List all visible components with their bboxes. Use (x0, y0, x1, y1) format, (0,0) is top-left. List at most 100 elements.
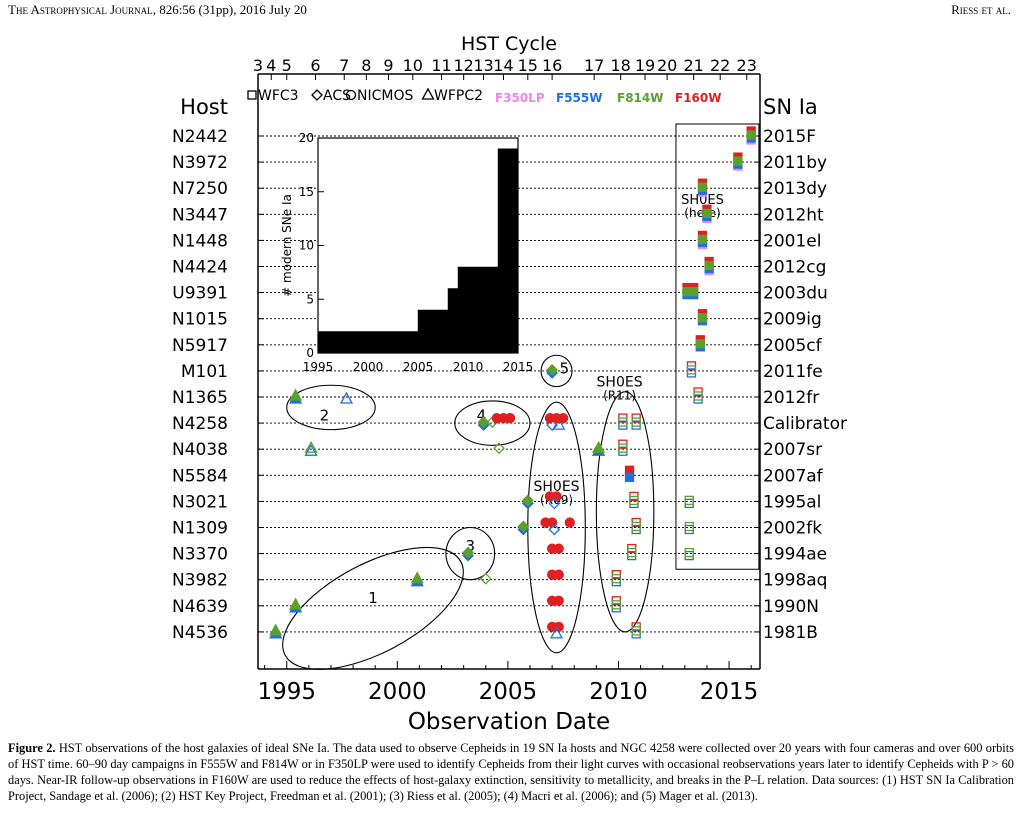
inset-x-tick-label: 2015 (503, 360, 534, 374)
inset-bar (447, 288, 459, 354)
host-label: U9391 (172, 284, 228, 304)
inset-bar (507, 148, 519, 354)
group-label: SH0ES (597, 375, 643, 391)
group-ellipse (282, 546, 464, 670)
legend: WFC3 ACS NICMOS WFPC2 F350LP F555W F814W F160W (247, 87, 721, 105)
sn-label: 2005cf (763, 336, 823, 356)
data-point-nicmos (558, 412, 569, 424)
data-point-wfc3 (702, 208, 712, 218)
legend-filter-label: F160W (675, 91, 721, 105)
data-point-acs (477, 416, 490, 429)
host-label: N4038 (172, 440, 228, 460)
group-ellipse (445, 526, 496, 581)
host-label: M101 (181, 362, 228, 382)
data-point-wfc3 (704, 260, 714, 271)
host-label: N3972 (172, 153, 228, 173)
journal-citation: , 826:56 (31pp), 2016 July 20 (152, 2, 307, 17)
data-point-wfc3 (733, 156, 743, 166)
data-point-wfpc2 (288, 597, 303, 610)
data-point-wfc3 (697, 313, 708, 323)
top-tick-label: 23 (737, 56, 757, 75)
data-point-nicmos (504, 412, 516, 424)
sn-label: 2012fr (763, 388, 819, 408)
data-point-wfc3 (746, 130, 756, 140)
top-tick-label: 17 (584, 56, 604, 75)
data-point-nicmos (345, 89, 357, 101)
sn-label: 1990N (763, 597, 819, 617)
top-tick-label: 3 (253, 56, 263, 75)
top-tick-label: 20 (657, 56, 677, 75)
top-tick-label: 5 (282, 56, 292, 75)
sn-label: 2015F (763, 127, 816, 147)
data-point-wfpc2 (288, 388, 303, 401)
data-point-acs (548, 523, 561, 536)
host-label: N4258 (172, 414, 228, 434)
top-tick-label: 9 (383, 56, 393, 75)
data-point-wfc3 (684, 547, 694, 558)
data-point-wfc3 (689, 286, 699, 297)
sn-label: 2009ig (763, 310, 822, 330)
group-label: 3 (466, 537, 476, 555)
top-tick-label: 8 (361, 56, 371, 75)
sn-label: 2011fe (763, 362, 823, 382)
data-point-acs (517, 520, 530, 533)
data-point-acs (493, 442, 505, 455)
shoes-here-box (675, 123, 760, 570)
host-label: N3447 (172, 205, 228, 225)
data-point-wfpc2 (421, 87, 435, 100)
data-point-wfpc2 (591, 440, 606, 453)
group-ellipse (454, 400, 531, 446)
data-point-wfc3 (611, 574, 621, 584)
host-label: N3982 (172, 571, 228, 591)
inset-chart: 0 5 10 15 20 1995 2000 2005 2010 2015 # modern SNe… (280, 131, 533, 374)
host-label: N4424 (172, 258, 228, 278)
inset-y-axis-title: # modern SNe Ia (280, 194, 294, 297)
top-tick-label: 13 (473, 56, 493, 75)
journal-name: The Astrophysical Journal (8, 2, 153, 17)
data-point-wfc3 (631, 417, 641, 427)
data-point-wfc3 (631, 521, 641, 532)
host-label: N2442 (172, 127, 228, 147)
group-label: 2 (320, 406, 330, 424)
x-tick-label: 2015 (700, 679, 759, 705)
x-tick-label: 2005 (479, 679, 538, 705)
data-point-wfc3 (618, 443, 628, 453)
inset-bar (457, 266, 489, 354)
top-axis-title: HST Cycle (461, 33, 557, 55)
host-label: N3021 (172, 492, 228, 512)
data-point-acs (462, 546, 475, 559)
group-label: 1 (368, 589, 378, 607)
data-point-nicmos (553, 543, 564, 554)
legend-filter-label: F350LP (495, 91, 545, 105)
observations-layer (269, 126, 756, 639)
data-point-wfpc2 (269, 623, 283, 636)
data-point-wfpc2 (304, 440, 318, 453)
data-point-nicmos (553, 569, 564, 580)
sn-label: 2007af (763, 466, 824, 486)
data-point-acs (546, 363, 559, 376)
sn-label: Calibrator (763, 414, 847, 434)
sn-label: 2013dy (763, 179, 827, 199)
data-point-wfc3 (611, 600, 621, 610)
host-label: N3370 (172, 545, 228, 565)
data-point-wfc3 (684, 524, 694, 535)
legend-camera-label: ACS (323, 88, 351, 104)
legend-camera-label: WFC3 (258, 88, 299, 104)
shoes-here-label: SH0ES (681, 193, 724, 208)
top-tick-label: 7 (339, 56, 349, 75)
x-tick-label: 1995 (257, 679, 316, 705)
data-point-nicmos (553, 595, 564, 606)
host-label: N1015 (172, 310, 228, 330)
data-point-wfpc2 (549, 626, 564, 639)
group-ellipse (286, 384, 376, 431)
group-label: 5 (560, 360, 570, 378)
inset-bar (367, 331, 419, 354)
inset-x-tick-label: 2000 (353, 360, 384, 374)
host-label: N4639 (172, 597, 228, 617)
inset-x-tick-label: 2010 (453, 360, 484, 374)
caption-label: Figure 2. (8, 741, 56, 755)
host-label: N5917 (172, 336, 228, 356)
x-tick-label: 2000 (368, 679, 427, 705)
